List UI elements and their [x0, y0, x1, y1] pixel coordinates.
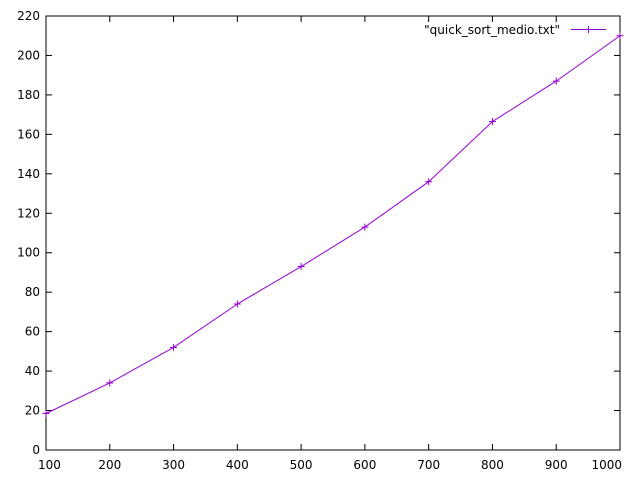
- y-tick-label: 100: [17, 246, 40, 260]
- data-point: [552, 77, 560, 85]
- data-point: [42, 410, 50, 418]
- x-tick-label: 700: [417, 458, 440, 472]
- data-point: [297, 263, 305, 271]
- y-tick-label: 60: [25, 325, 40, 339]
- legend-label: "quick_sort_medio.txt": [424, 23, 560, 37]
- legend: "quick_sort_medio.txt": [424, 23, 606, 37]
- y-tick-label: 80: [25, 285, 40, 299]
- plot-frame: [45, 15, 621, 451]
- data-point: [106, 379, 114, 387]
- y-tick-label: 120: [17, 206, 40, 220]
- x-tick-label: 300: [162, 458, 185, 472]
- y-tick-label: 220: [17, 9, 40, 23]
- x-tick-label: 100: [38, 458, 61, 472]
- y-tick-label: 40: [25, 364, 40, 378]
- axis-ticks: 0 20 40 60 80 100 120 140 160 180 200 220 100 200 300 4…: [17, 9, 622, 472]
- series-line: [45, 35, 621, 414]
- x-tick-label: 800: [481, 458, 504, 472]
- x-tick-label: 600: [353, 458, 376, 472]
- y-tick-label: 140: [17, 167, 40, 181]
- y-tick-label: 180: [17, 88, 40, 102]
- x-tick-label: 1000: [591, 458, 622, 472]
- legend-marker-plus: [585, 26, 592, 33]
- data-point: [233, 300, 241, 308]
- y-tick-label: 160: [17, 127, 40, 141]
- y-tick-label: 20: [25, 404, 40, 418]
- data-point: [616, 32, 624, 40]
- data-point: [425, 178, 433, 186]
- x-tick-label: 400: [226, 458, 249, 472]
- data-point: [488, 118, 496, 126]
- legend-plus-marker: [585, 26, 592, 33]
- y-tick-label: 0: [32, 443, 40, 457]
- data-point: [361, 223, 369, 231]
- x-tick-label: 200: [98, 458, 121, 472]
- y-tick-label: 200: [17, 48, 40, 62]
- data-point: [170, 343, 178, 351]
- x-tick-label: 900: [545, 458, 568, 472]
- series-layer: [42, 32, 624, 418]
- x-tick-label: 500: [290, 458, 313, 472]
